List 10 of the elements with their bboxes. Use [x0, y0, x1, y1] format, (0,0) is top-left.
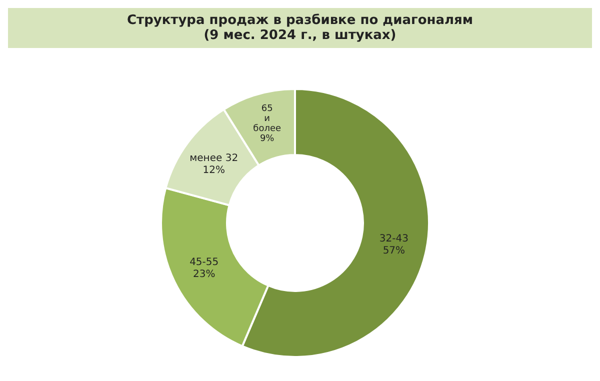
data-label: 57% — [382, 245, 406, 256]
slice-label: 32-43 — [379, 233, 408, 244]
data-label: 23% — [192, 269, 216, 280]
slice-label: 65 и более — [253, 104, 282, 134]
chart-subtitle: (9 мес. 2024 г., в штуках) — [202, 28, 398, 43]
data-label: 12% — [202, 164, 225, 176]
data-label: 9% — [260, 134, 275, 144]
slice-label: 45-55 — [190, 257, 219, 268]
chart-title: Структура продаж в разбивке по диагоналям — [126, 13, 474, 28]
slice-label: менее 32 — [190, 152, 238, 164]
